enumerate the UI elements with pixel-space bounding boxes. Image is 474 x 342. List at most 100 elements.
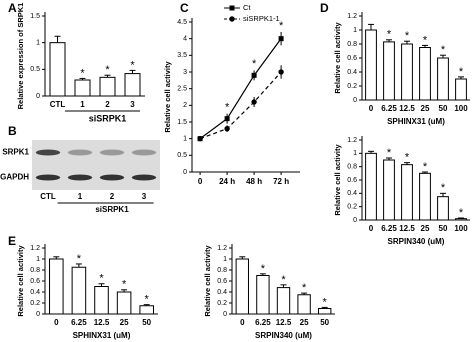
y-tick-label: 1	[353, 150, 357, 157]
x-tick-label: 2	[105, 100, 110, 109]
bar	[94, 286, 109, 315]
y-tick-label: 1	[36, 40, 40, 47]
y-tick-label: 0	[183, 169, 187, 176]
bar	[365, 152, 377, 221]
significance: *	[122, 279, 127, 291]
y-tick-label: 0.6	[217, 278, 227, 285]
y-axis-label: Relative cell activity	[333, 22, 342, 94]
y-tick-label: 0.4	[347, 69, 357, 76]
y-tick-label: 1.2	[217, 245, 227, 252]
significance: *	[225, 102, 230, 114]
marker	[278, 36, 284, 42]
x-tick-label: 100	[454, 104, 468, 113]
bar	[401, 164, 413, 221]
x-tick-label: 48 h	[246, 177, 262, 186]
bar	[419, 47, 431, 101]
y-tick-label: 0.4	[217, 289, 227, 296]
y-tick-label: 1.2	[347, 13, 357, 20]
x-tick-label: 25	[300, 318, 309, 327]
y-tick-label: 0	[36, 93, 40, 100]
significance: *	[252, 58, 257, 70]
x-tick-label: 50	[439, 224, 448, 233]
bar	[49, 258, 64, 315]
bar	[419, 172, 431, 221]
marker	[224, 125, 230, 132]
significance: *	[387, 29, 392, 41]
x-axis-label: SPHINX31 (uM)	[73, 331, 131, 340]
y-tick-label: 0.5	[30, 66, 40, 73]
y-tick-label: 1	[353, 27, 357, 34]
significance: *	[387, 147, 392, 159]
y-tick-label: 0.4	[30, 289, 40, 296]
y-tick-label: 0.8	[217, 267, 227, 274]
x-tick-label: 0	[240, 318, 245, 327]
bar	[318, 308, 332, 315]
significance: *	[77, 253, 82, 265]
y-tick-label: 0.2	[347, 204, 357, 211]
y-tick-label: 1	[183, 136, 187, 143]
y-tick-label: 3	[183, 69, 187, 76]
y-axis-label: Relative cell activity	[333, 144, 342, 216]
y-tick-label: 2.5	[177, 86, 187, 93]
band	[131, 174, 157, 181]
y-tick-label: 0.6	[30, 278, 40, 285]
band	[99, 149, 125, 156]
y-tick-label: 1.5	[177, 119, 187, 126]
lane-label: 2	[110, 192, 115, 201]
bar	[383, 41, 395, 101]
x-tick-label: 50	[439, 104, 448, 113]
significance: *	[441, 182, 446, 194]
marker	[224, 116, 230, 122]
series-line	[199, 71, 282, 140]
y-axis-label: Relative cell activity	[163, 61, 172, 133]
x-tick-label: 12.5	[276, 318, 292, 327]
significance: *	[441, 44, 446, 56]
y-tick-label: 0.4	[347, 190, 357, 197]
panel-label: C	[180, 1, 189, 15]
row-label: SRPK1	[2, 148, 29, 157]
legend-label: Ct	[243, 3, 251, 12]
y-axis-label: Relative expression of SRPK1	[16, 3, 25, 110]
x-tick-label: 6.25	[381, 104, 397, 113]
significance: *	[80, 67, 85, 79]
y-tick-label: 0	[353, 217, 357, 224]
y-tick-label: 0.2	[30, 300, 40, 307]
bar	[71, 266, 87, 315]
y-tick-label: 0.2	[217, 300, 227, 307]
series-line	[199, 38, 282, 140]
x-tick-label: 3	[130, 100, 135, 109]
x-tick-label: 6.25	[255, 318, 271, 327]
bar	[383, 159, 395, 221]
blot-background	[32, 140, 160, 190]
bar	[365, 29, 377, 101]
x-tick-label: 12.5	[399, 104, 415, 113]
significance: *	[405, 152, 410, 164]
x-tick-label: 50	[142, 318, 151, 327]
y-tick-label: 1	[36, 256, 40, 263]
significance: *	[105, 64, 110, 76]
group-label: siSRPK1	[95, 205, 129, 214]
x-tick-label: 12.5	[94, 318, 110, 327]
y-axis-label: Relative cell activity	[203, 245, 212, 317]
panel-label: E	[8, 234, 16, 248]
y-tick-label: 0.8	[347, 41, 357, 48]
bar	[401, 43, 413, 101]
marker	[278, 69, 284, 75]
bar	[124, 73, 141, 97]
band	[35, 174, 61, 181]
x-axis-label: SRPIN340 (uM)	[255, 331, 312, 340]
panel-label: A	[8, 1, 17, 15]
y-tick-label: 1.2	[347, 137, 357, 144]
significance: *	[405, 30, 410, 42]
y-tick-label: 0.6	[347, 177, 357, 184]
bar	[297, 294, 311, 315]
x-tick-label: 0	[198, 177, 203, 186]
y-tick-label: 0.5	[177, 152, 187, 159]
x-tick-label: 72 h	[273, 177, 289, 186]
group-label: siSRPK1	[89, 113, 127, 123]
significance: *	[302, 282, 307, 294]
x-tick-label: 1	[80, 100, 85, 109]
y-tick-label: 0	[36, 311, 40, 318]
x-tick-label: 24 h	[219, 177, 235, 186]
marker	[251, 99, 257, 105]
